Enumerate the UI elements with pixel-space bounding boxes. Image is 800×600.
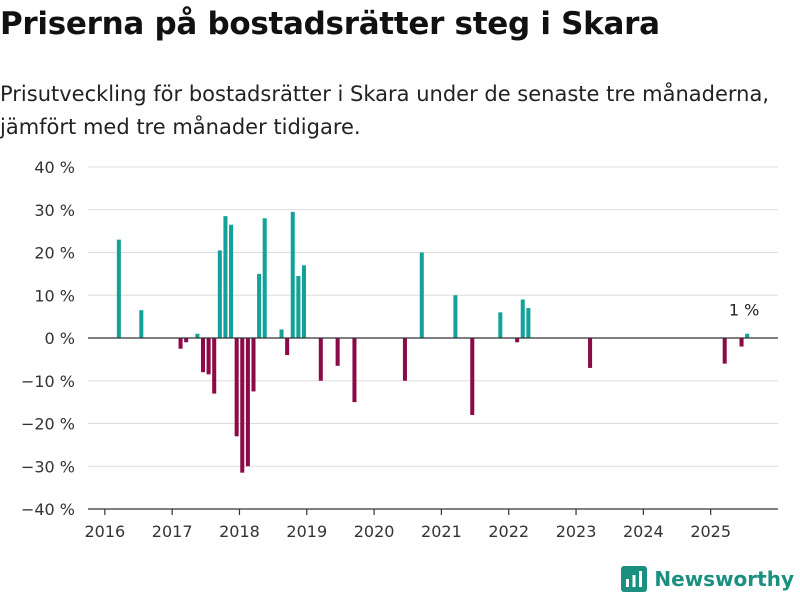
- bar: [217, 250, 222, 338]
- bar: [745, 333, 750, 338]
- bar: [352, 338, 357, 403]
- last-value-annotation: 1 %: [729, 301, 759, 320]
- y-axis: 40 % 30 % 20 % 10 % 0 % −10 % −20 % −30 % −40 %: [21, 158, 75, 519]
- x-tick-label: 2022: [488, 522, 529, 541]
- bar: [116, 239, 121, 338]
- bar: [229, 224, 234, 338]
- bar: [195, 333, 200, 338]
- y-tick-label: −20 %: [21, 415, 75, 434]
- bar: [240, 338, 245, 473]
- chart-gridlines: [88, 166, 778, 510]
- bar: [257, 273, 262, 338]
- bar: [262, 218, 267, 338]
- bar: [285, 338, 290, 356]
- bar-chart: 40 %30 %20 %10 %0 %−10 %−20 %−30 %−40 % …: [21, 158, 778, 541]
- bar: [200, 338, 206, 373]
- bar: [588, 338, 593, 368]
- bar: [251, 338, 256, 392]
- x-tick-label: 2024: [623, 522, 664, 541]
- bar: [206, 338, 211, 375]
- bar: [184, 338, 189, 343]
- x-tick-label: 2016: [84, 522, 125, 541]
- y-tick-label: 0 %: [45, 329, 75, 348]
- bar: [470, 338, 475, 415]
- bar: [739, 338, 744, 347]
- x-tick-label: 2020: [354, 522, 395, 541]
- x-axis: 2016 2017 2018 2019 2020 2021 2022 2023 2024 2025: [84, 508, 778, 541]
- x-tick-label: 2021: [421, 522, 462, 541]
- bar: [301, 265, 306, 338]
- chart-subtitle: Prisutveckling för bostadsrätter i Skara…: [0, 82, 769, 139]
- y-tick-label: 10 %: [34, 286, 75, 305]
- bar: [520, 299, 525, 338]
- bar: [402, 338, 407, 381]
- y-tick-label: −40 %: [21, 500, 75, 519]
- brand-name: Newsworthy: [654, 567, 794, 591]
- annotation-group: 1 %: [729, 301, 759, 320]
- bar: [245, 338, 250, 467]
- bar: [223, 216, 228, 338]
- bar: [290, 211, 295, 338]
- x-tick-label: 2025: [690, 522, 731, 541]
- bar: [722, 338, 727, 364]
- bar: [526, 308, 531, 338]
- x-tick-label: 2017: [152, 522, 193, 541]
- y-tick-label: 40 %: [34, 158, 75, 177]
- bar: [419, 252, 424, 338]
- bar: [453, 295, 458, 338]
- y-tick-label: −10 %: [21, 372, 75, 391]
- bar: [234, 338, 239, 437]
- bar: [178, 338, 183, 349]
- bar: [139, 310, 144, 338]
- bar: [279, 329, 284, 338]
- bar: [296, 276, 301, 338]
- x-tick-label: 2023: [556, 522, 597, 541]
- bar: [515, 338, 520, 343]
- chart-title: Priserna på bostadsrätter steg i Skara: [0, 6, 660, 42]
- brand-logo: Newsworthy: [621, 566, 794, 592]
- bar: [212, 338, 217, 394]
- y-tick-label: 20 %: [34, 244, 75, 263]
- y-tick-label: −30 %: [21, 457, 75, 476]
- y-tick-label: 30 %: [34, 201, 75, 220]
- bar: [335, 338, 340, 366]
- bar: [318, 338, 323, 381]
- x-tick-label: 2018: [219, 522, 260, 541]
- bar: [498, 312, 503, 338]
- x-tick-label: 2019: [286, 522, 327, 541]
- newsworthy-logo-icon: [621, 566, 648, 592]
- chart-bars: [116, 211, 750, 473]
